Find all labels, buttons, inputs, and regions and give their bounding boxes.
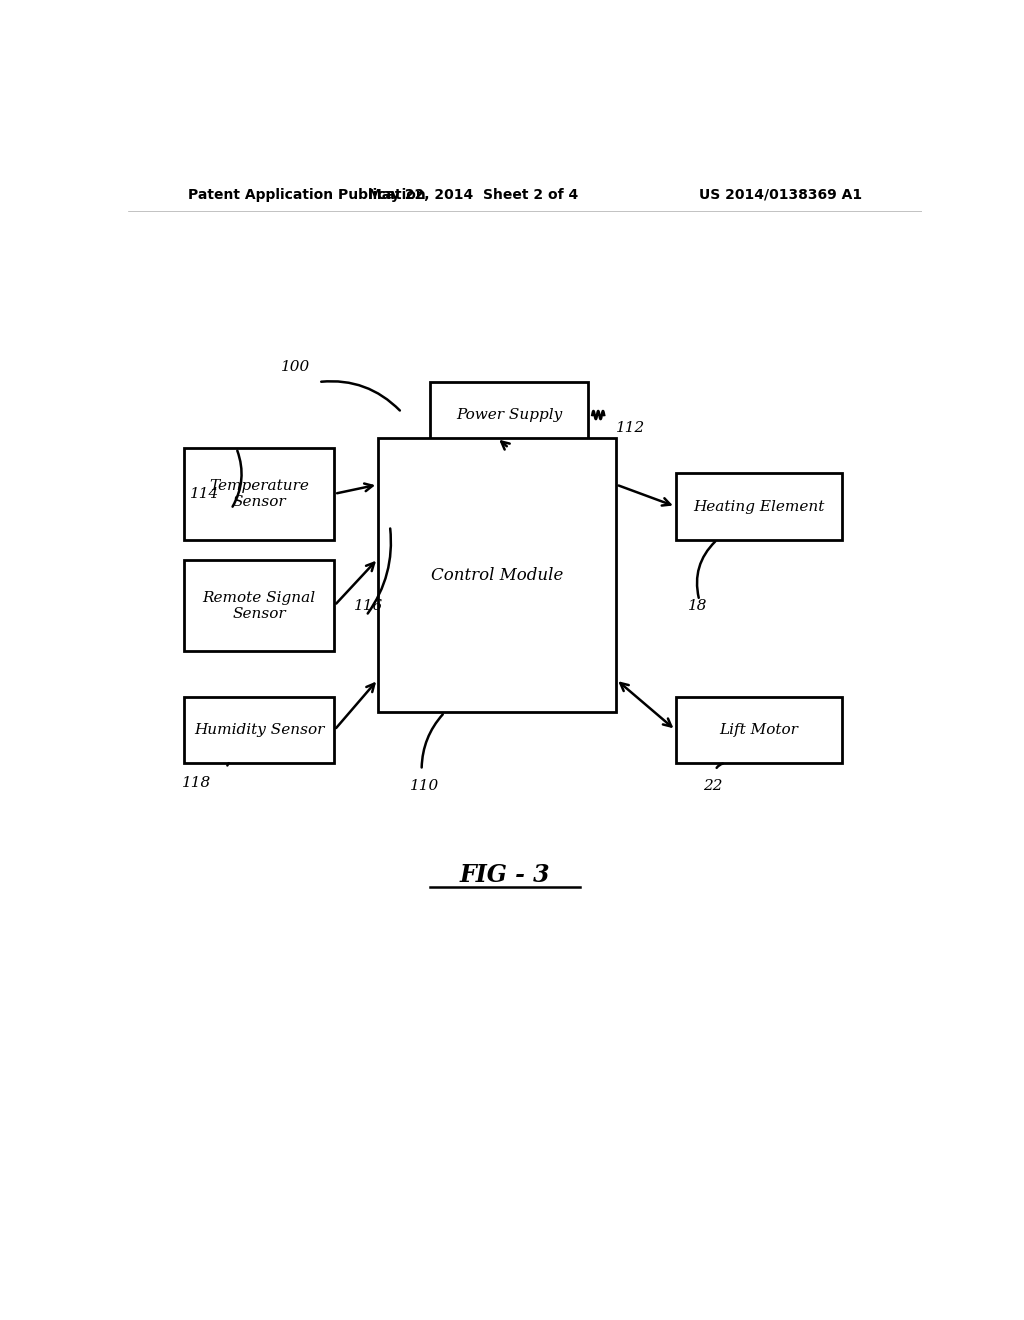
Text: 116: 116 [354,598,383,612]
Text: US 2014/0138369 A1: US 2014/0138369 A1 [699,187,862,202]
Bar [676,697,842,763]
Text: 100: 100 [282,360,310,374]
Text: Lift Motor: Lift Motor [720,723,799,737]
Text: 110: 110 [410,779,439,792]
Bar [676,474,842,540]
Text: Control Module: Control Module [431,566,563,583]
Text: Humidity Sensor: Humidity Sensor [194,723,325,737]
Bar [183,560,334,651]
Text: 114: 114 [190,487,219,500]
Bar [183,447,334,540]
Text: Temperature
Sensor: Temperature Sensor [209,479,309,510]
Text: May 22, 2014  Sheet 2 of 4: May 22, 2014 Sheet 2 of 4 [368,187,579,202]
Text: Remote Signal
Sensor: Remote Signal Sensor [203,590,315,620]
Text: Patent Application Publication: Patent Application Publication [187,187,425,202]
Text: FIG - 3: FIG - 3 [460,863,550,887]
Text: Heating Element: Heating Element [693,499,824,513]
Text: Power Supply: Power Supply [456,408,562,422]
Text: 18: 18 [687,598,707,612]
Bar [430,381,589,447]
Bar [378,438,616,713]
Text: 118: 118 [182,776,211,791]
Text: 112: 112 [616,421,645,434]
Bar [183,697,334,763]
Text: 22: 22 [703,779,723,792]
